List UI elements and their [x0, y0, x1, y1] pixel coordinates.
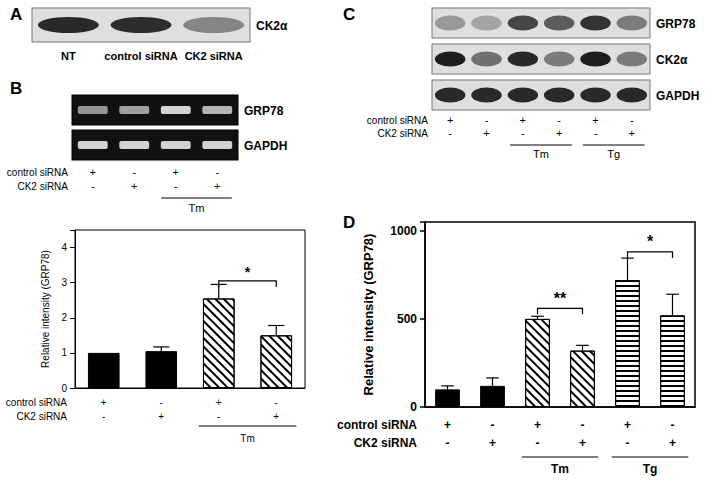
svg-text:+: +: [624, 418, 631, 432]
svg-text:-: -: [102, 411, 105, 422]
svg-text:+: +: [629, 127, 635, 139]
svg-text:4: 4: [61, 242, 67, 253]
svg-text:+: +: [579, 436, 586, 450]
svg-text:**: **: [554, 290, 567, 307]
svg-text:CK2 siRNA: CK2 siRNA: [185, 50, 243, 62]
svg-text:0: 0: [61, 383, 67, 394]
svg-text:-: -: [521, 127, 525, 139]
svg-text:1: 1: [61, 347, 67, 358]
svg-text:CK2 siRNA: CK2 siRNA: [354, 436, 418, 450]
svg-text:A: A: [10, 5, 22, 24]
svg-text:GRP78: GRP78: [244, 104, 284, 118]
svg-text:-: -: [217, 411, 220, 422]
svg-text:+: +: [534, 418, 541, 432]
svg-text:NT: NT: [61, 50, 76, 62]
svg-text:GRP78: GRP78: [656, 17, 696, 31]
svg-text:+: +: [101, 397, 107, 408]
svg-text:-: -: [594, 127, 598, 139]
svg-text:*: *: [245, 264, 251, 280]
svg-text:GAPDH: GAPDH: [656, 89, 699, 103]
svg-text:+: +: [489, 436, 496, 450]
svg-text:+: +: [520, 114, 526, 126]
svg-text:CK2 siRNA: CK2 siRNA: [377, 128, 428, 139]
svg-text:CK2 siRNA: CK2 siRNA: [17, 181, 68, 192]
svg-text:+: +: [173, 166, 179, 178]
svg-text:control siRNA: control siRNA: [104, 50, 177, 62]
svg-text:Tm: Tm: [551, 462, 569, 476]
svg-text:500: 500: [397, 312, 417, 326]
svg-text:-: -: [160, 397, 163, 408]
svg-text:-: -: [174, 180, 178, 192]
svg-text:+: +: [592, 114, 598, 126]
svg-text:+: +: [669, 436, 676, 450]
svg-text:-: -: [215, 166, 219, 178]
svg-text:D: D: [343, 213, 355, 232]
svg-text:-: -: [446, 436, 450, 450]
svg-text:C: C: [343, 5, 355, 24]
svg-text:1000: 1000: [390, 224, 417, 238]
svg-text:*: *: [647, 233, 654, 250]
svg-text:+: +: [158, 411, 164, 422]
svg-text:Relative intensity (GRP78): Relative intensity (GRP78): [361, 234, 376, 396]
svg-text:CK2α: CK2α: [656, 53, 688, 67]
svg-text:+: +: [444, 418, 451, 432]
svg-text:+: +: [556, 127, 562, 139]
svg-text:Tm: Tm: [189, 202, 205, 214]
svg-text:+: +: [131, 180, 137, 192]
svg-text:Tm: Tm: [240, 433, 254, 444]
svg-text:-: -: [536, 436, 540, 450]
svg-text:control siRNA: control siRNA: [7, 167, 68, 178]
svg-text:Relative intensity (GRP78): Relative intensity (GRP78): [40, 250, 51, 368]
svg-text:-: -: [626, 436, 630, 450]
svg-text:CK2α: CK2α: [256, 19, 288, 33]
svg-text:-: -: [485, 114, 489, 126]
svg-text:+: +: [447, 114, 453, 126]
svg-text:control siRNA: control siRNA: [6, 397, 67, 408]
svg-text:+: +: [483, 127, 489, 139]
svg-text:-: -: [491, 418, 495, 432]
svg-text:-: -: [275, 397, 278, 408]
svg-text:+: +: [216, 397, 222, 408]
svg-text:control siRNA: control siRNA: [337, 418, 417, 432]
svg-text:+: +: [273, 411, 279, 422]
svg-text:2: 2: [61, 312, 67, 323]
svg-text:control siRNA: control siRNA: [367, 115, 428, 126]
svg-text:-: -: [132, 166, 136, 178]
svg-text:-: -: [671, 418, 675, 432]
svg-text:+: +: [214, 180, 220, 192]
svg-text:CK2 siRNA: CK2 siRNA: [16, 411, 67, 422]
svg-text:GAPDH: GAPDH: [244, 139, 287, 153]
svg-text:Tg: Tg: [643, 462, 658, 476]
svg-text:+: +: [90, 166, 96, 178]
svg-text:-: -: [581, 418, 585, 432]
svg-text:0: 0: [410, 400, 417, 414]
svg-text:B: B: [10, 79, 22, 98]
svg-text:-: -: [448, 127, 452, 139]
svg-text:-: -: [557, 114, 561, 126]
svg-text:Tm: Tm: [533, 148, 549, 160]
svg-text:3: 3: [61, 277, 67, 288]
svg-text:-: -: [630, 114, 634, 126]
svg-text:Tg: Tg: [607, 148, 620, 160]
svg-text:-: -: [91, 180, 95, 192]
